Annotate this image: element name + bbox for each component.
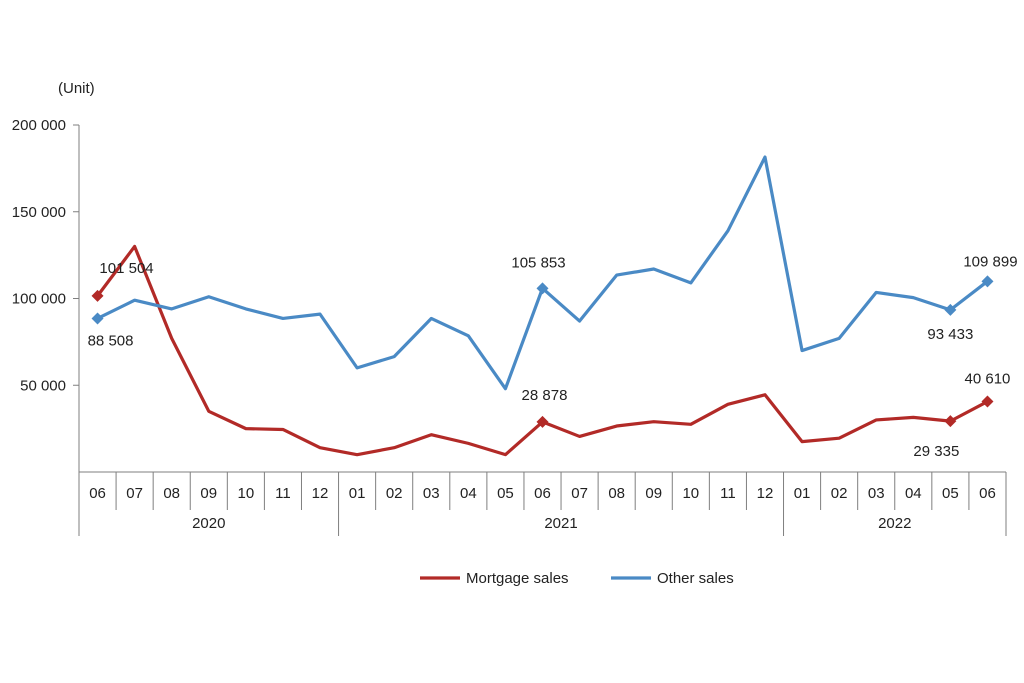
year-label: 2021 bbox=[544, 515, 577, 532]
x-tick-label: 12 bbox=[757, 485, 774, 502]
x-tick-label: 11 bbox=[275, 485, 291, 502]
x-tick-label: 01 bbox=[349, 485, 366, 502]
data-label: 40 610 bbox=[965, 371, 1011, 388]
x-tick-label: 12 bbox=[312, 485, 329, 502]
series-layer bbox=[91, 155, 994, 457]
data-label: 101 504 bbox=[99, 260, 153, 277]
year-label: 2022 bbox=[878, 515, 911, 532]
data-label: 29 335 bbox=[913, 443, 959, 460]
x-tick-label: 10 bbox=[238, 485, 255, 502]
x-tick-label: 02 bbox=[386, 485, 403, 502]
x-tick-label: 09 bbox=[200, 485, 217, 502]
x-tick-label: 05 bbox=[497, 485, 514, 502]
y-tick-label: 150 000 bbox=[12, 204, 66, 221]
other-sales-marker bbox=[944, 303, 957, 316]
x-tick-label: 01 bbox=[794, 485, 811, 502]
x-tick-label: 06 bbox=[534, 485, 551, 502]
x-tick-label: 07 bbox=[126, 485, 143, 502]
mortgage-sales-marker bbox=[981, 395, 994, 408]
year-label: 2020 bbox=[192, 515, 225, 532]
mortgage-sales-legend-label: Mortgage sales bbox=[466, 570, 569, 587]
data-label: 93 433 bbox=[927, 326, 973, 343]
other-sales-legend-label: Other sales bbox=[657, 570, 734, 587]
data-label: 109 899 bbox=[963, 253, 1017, 270]
data-labels: 101 504 28 878 29 335 40 610 88 508 105 853 93… bbox=[88, 253, 1018, 460]
x-tick-label: 06 bbox=[979, 485, 996, 502]
other-sales-marker bbox=[536, 282, 549, 295]
data-label: 105 853 bbox=[511, 254, 565, 271]
legend: Mortgage sales Other sales bbox=[420, 570, 734, 587]
x-tick-label: 06 bbox=[89, 485, 106, 502]
data-label: 88 508 bbox=[88, 332, 134, 349]
x-tick-label: 09 bbox=[645, 485, 662, 502]
y-tick-label: 100 000 bbox=[12, 291, 66, 308]
other-sales-marker bbox=[91, 312, 104, 325]
x-tick-label: 04 bbox=[460, 485, 477, 502]
axes: 50 000 100 000 150 000 200 000 06 07 08 09 10 11 1… bbox=[12, 117, 1007, 536]
x-tick-label: 08 bbox=[163, 485, 180, 502]
x-tick-label: 05 bbox=[942, 485, 959, 502]
x-tick-label: 11 bbox=[720, 485, 736, 502]
mortgage-sales-marker bbox=[536, 415, 549, 428]
data-label: 28 878 bbox=[522, 387, 568, 404]
y-tick-label: 200 000 bbox=[12, 117, 66, 134]
x-tick-label: 08 bbox=[608, 485, 625, 502]
x-tick-label: 04 bbox=[905, 485, 922, 502]
x-tick-label: 03 bbox=[423, 485, 440, 502]
y-tick-label: 50 000 bbox=[20, 377, 66, 394]
other-sales-marker bbox=[981, 275, 994, 288]
mortgage-sales-marker bbox=[91, 289, 104, 302]
mortgage-sales-marker bbox=[944, 415, 957, 428]
x-tick-label: 02 bbox=[831, 485, 848, 502]
other-sales-line bbox=[95, 155, 990, 391]
x-tick-label: 10 bbox=[682, 485, 699, 502]
x-tick-label: 03 bbox=[868, 485, 885, 502]
x-tick-label: 07 bbox=[571, 485, 588, 502]
unit-label: (Unit) bbox=[58, 80, 95, 97]
